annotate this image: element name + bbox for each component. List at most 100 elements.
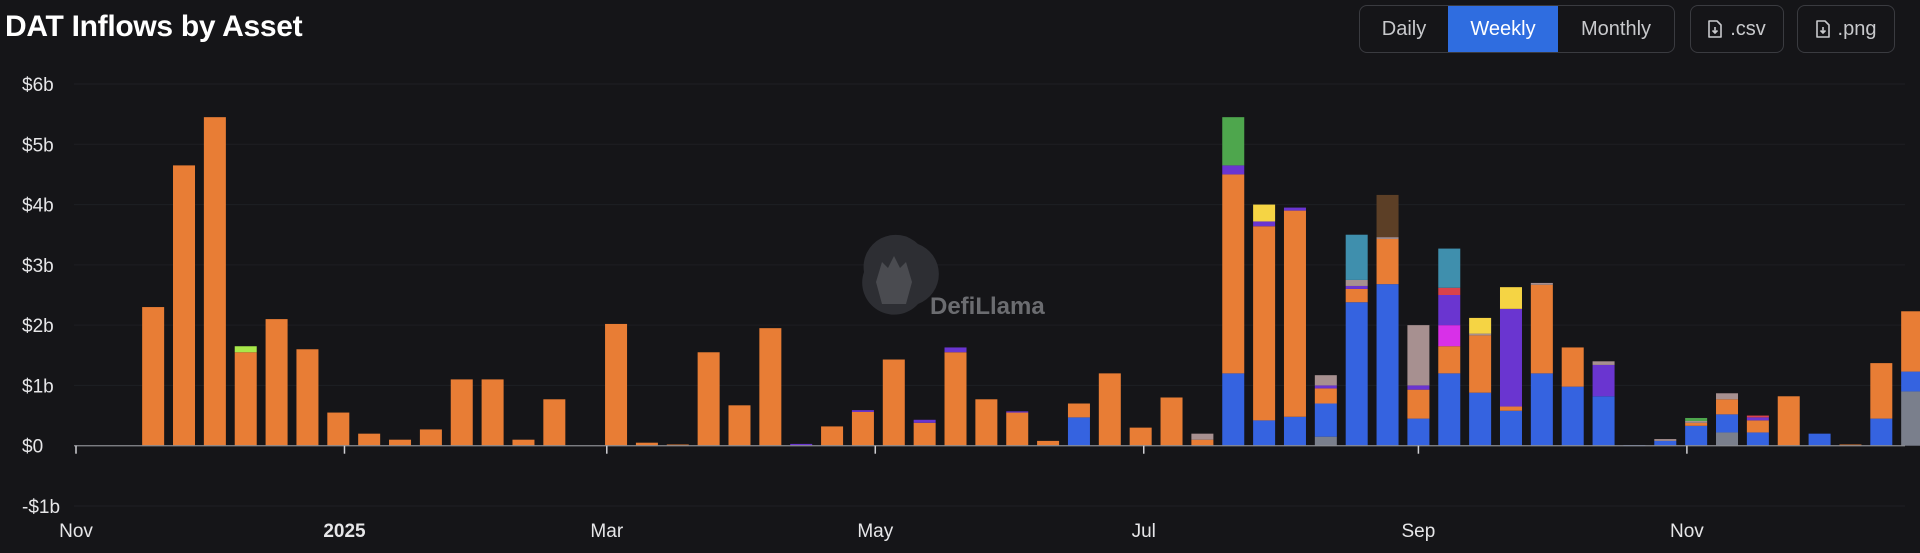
bar-segment-purple xyxy=(1592,364,1615,397)
bar-segment-purple xyxy=(1438,295,1461,326)
y-tick-label: $6b xyxy=(22,75,54,96)
bar-segment-orange xyxy=(728,405,751,446)
x-tick-label: May xyxy=(857,521,893,542)
bar-segment-blue xyxy=(1901,371,1920,392)
bar-segment-purple xyxy=(1314,385,1337,389)
bar-segment-purple xyxy=(1253,221,1276,227)
bar-segment-purple xyxy=(851,410,874,412)
bar-segment-orange xyxy=(1006,412,1029,446)
bar-segment-purple xyxy=(1407,385,1430,390)
bar-segment-pink xyxy=(1685,421,1708,423)
bars xyxy=(142,117,1920,446)
bar-segment-pink xyxy=(1530,282,1553,285)
bar-segment-blue xyxy=(1345,302,1368,446)
bar-segment-blue xyxy=(1253,420,1276,446)
bar-segment-orange xyxy=(759,328,782,446)
bar-segment-blue xyxy=(1407,418,1430,446)
bar-segment-purple xyxy=(1746,417,1769,421)
y-tick-label: $0 xyxy=(22,437,43,458)
bar-segment-yellow xyxy=(1499,287,1522,309)
bar-segment-blue xyxy=(1561,386,1584,446)
file-download-icon xyxy=(1815,20,1830,38)
bar-segment-blue xyxy=(1716,414,1739,433)
bar-segment-pink xyxy=(1716,393,1739,400)
x-tick-label: Nov xyxy=(59,521,93,542)
bar-segment-orange xyxy=(697,352,720,446)
bar-segment-blue xyxy=(1870,418,1893,446)
bar-segment-orange xyxy=(234,352,257,446)
bar-segment-blue xyxy=(1314,403,1337,437)
bar-segment-orange xyxy=(1530,284,1553,374)
bar-segment-orange xyxy=(1438,346,1461,374)
y-tick-label: $1b xyxy=(22,376,54,397)
bar-segment-blue xyxy=(1685,425,1708,446)
y-tick-label: $5b xyxy=(22,135,54,156)
bar-segment-orange xyxy=(1901,311,1920,372)
bar-segment-orange xyxy=(1160,397,1183,446)
bar-segment-blue xyxy=(1067,417,1090,446)
bar-segment-orange xyxy=(389,439,412,446)
file-download-icon xyxy=(1708,20,1723,38)
download-csv-button[interactable]: .csv xyxy=(1690,5,1784,53)
bar-segment-orange xyxy=(265,319,288,446)
tab-weekly[interactable]: Weekly xyxy=(1448,6,1558,52)
bar-segment-orange xyxy=(882,359,905,446)
period-toggle: Daily Weekly Monthly xyxy=(1359,5,1675,53)
bar-segment-orange xyxy=(450,379,473,446)
png-label: .png xyxy=(1837,17,1877,40)
bar-segment-orange xyxy=(1253,226,1276,421)
bar-segment-purple xyxy=(944,347,967,353)
bar-segment-red xyxy=(1746,415,1769,418)
bar-segment-yellow xyxy=(1469,317,1492,334)
bar-segment-pink xyxy=(1407,325,1430,386)
bar-segment-blue xyxy=(1283,416,1306,446)
bar-segment-orange xyxy=(1685,422,1708,426)
bar-segment-orange xyxy=(913,422,936,446)
bar-segment-orange xyxy=(605,323,628,446)
bar-segment-gray xyxy=(1901,391,1920,446)
bar-segment-orange xyxy=(142,307,165,446)
watermark: DefiLlama xyxy=(862,234,1045,320)
bar-segment-orange xyxy=(975,399,998,446)
bar-segment-purple xyxy=(1222,165,1245,175)
tab-monthly[interactable]: Monthly xyxy=(1580,17,1652,40)
bar-segment-orange xyxy=(1129,427,1152,446)
bar-segment-blue xyxy=(1376,284,1399,446)
bar-segment-orange xyxy=(543,399,566,446)
bar-segment-orange xyxy=(1716,399,1739,415)
bar-segment-orange xyxy=(173,165,196,446)
bar-segment-pink xyxy=(1469,333,1492,336)
bar-segment-orange xyxy=(1376,238,1399,285)
y-tick-label: $2b xyxy=(22,316,54,337)
bar-segment-purple xyxy=(913,419,936,423)
bar-segment-purple xyxy=(1006,411,1029,413)
bar-segment-purple xyxy=(790,443,813,446)
bar-segment-orange xyxy=(512,439,535,446)
axes: $6b $5b $4b $3b $2b $1b $0 -$1b Nov 2025 Mar May Jul… xyxy=(22,75,1905,542)
bar-segment-pink xyxy=(1191,433,1214,440)
bar-segment-gray xyxy=(1716,432,1739,446)
csv-label: .csv xyxy=(1730,17,1766,40)
bar-segment-orange xyxy=(1407,389,1430,419)
bar-segment-purple xyxy=(1499,308,1522,407)
x-tick-label: Sep xyxy=(1402,521,1436,542)
bar-segment-blue xyxy=(1592,396,1615,446)
bar-segment-orange xyxy=(1561,347,1584,387)
x-tick-label: Jul xyxy=(1132,521,1156,542)
bar-segment-blue xyxy=(1530,373,1553,446)
x-tick-label: 2025 xyxy=(323,521,366,542)
chart-title: DAT Inflows by Asset xyxy=(5,10,303,43)
bar-segment-blue xyxy=(1654,440,1677,446)
bar-segment-red xyxy=(1438,287,1461,295)
bar-segment-orange xyxy=(635,442,658,446)
bar-segment-blue xyxy=(1222,373,1245,446)
bar-segment-orange xyxy=(851,411,874,446)
bar-segment-pink xyxy=(1654,439,1677,441)
llama-logo-icon xyxy=(862,234,939,315)
tab-daily[interactable]: Daily xyxy=(1381,17,1427,40)
download-png-button[interactable]: .png xyxy=(1797,5,1895,53)
bar-segment-pink xyxy=(1314,375,1337,386)
bar-segment-green xyxy=(1685,417,1708,421)
bar-segment-orange xyxy=(1191,439,1214,446)
bar-segment-green xyxy=(1222,117,1245,166)
